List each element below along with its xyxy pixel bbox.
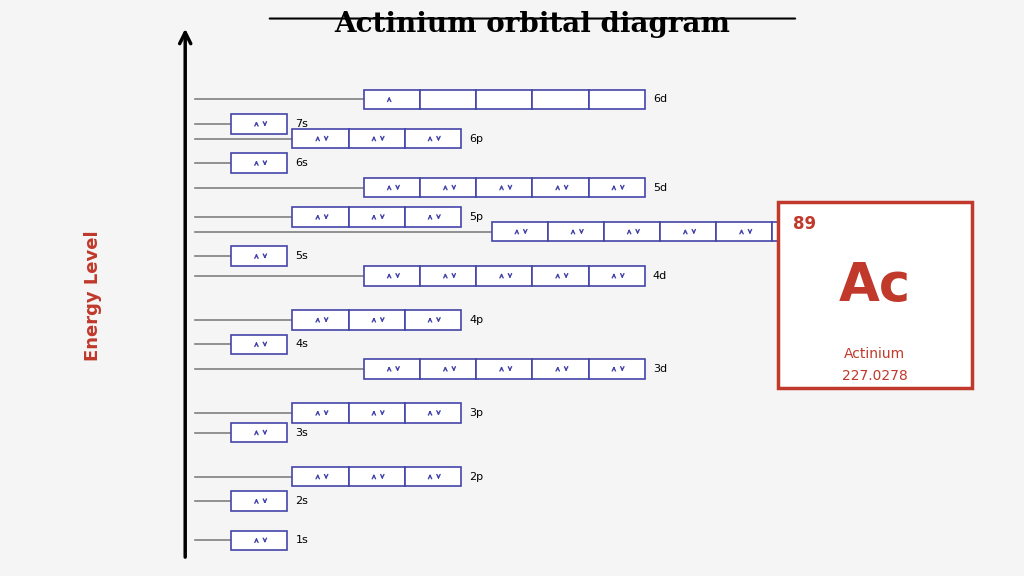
FancyBboxPatch shape: [532, 90, 589, 109]
FancyBboxPatch shape: [420, 359, 476, 378]
Text: 6d: 6d: [653, 94, 667, 104]
FancyBboxPatch shape: [293, 310, 348, 329]
FancyBboxPatch shape: [293, 207, 348, 227]
Text: 3p: 3p: [469, 408, 483, 418]
FancyBboxPatch shape: [231, 335, 288, 354]
Text: 2p: 2p: [469, 472, 483, 482]
FancyBboxPatch shape: [589, 178, 645, 198]
Text: Energy Level: Energy Level: [84, 230, 102, 361]
FancyBboxPatch shape: [604, 222, 660, 241]
Text: 5s: 5s: [296, 251, 308, 261]
Text: 6s: 6s: [296, 158, 308, 168]
FancyBboxPatch shape: [589, 266, 645, 286]
Text: 4s: 4s: [296, 339, 308, 349]
FancyBboxPatch shape: [404, 207, 461, 227]
FancyBboxPatch shape: [404, 403, 461, 423]
FancyBboxPatch shape: [420, 90, 476, 109]
Text: 4p: 4p: [469, 315, 483, 325]
FancyBboxPatch shape: [231, 530, 288, 550]
FancyBboxPatch shape: [777, 202, 972, 388]
FancyBboxPatch shape: [404, 129, 461, 149]
FancyBboxPatch shape: [348, 403, 404, 423]
FancyBboxPatch shape: [589, 90, 645, 109]
FancyBboxPatch shape: [420, 266, 476, 286]
Text: 3s: 3s: [296, 427, 308, 438]
Text: 3d: 3d: [653, 364, 667, 374]
FancyBboxPatch shape: [772, 222, 828, 241]
Text: 2s: 2s: [296, 496, 308, 506]
FancyBboxPatch shape: [348, 310, 404, 329]
FancyBboxPatch shape: [293, 129, 348, 149]
FancyBboxPatch shape: [532, 266, 589, 286]
Text: 4f: 4f: [893, 227, 904, 237]
FancyBboxPatch shape: [293, 403, 348, 423]
FancyBboxPatch shape: [828, 222, 885, 241]
FancyBboxPatch shape: [231, 114, 288, 134]
FancyBboxPatch shape: [476, 178, 532, 198]
Text: 4d: 4d: [653, 271, 668, 281]
FancyBboxPatch shape: [231, 153, 288, 173]
FancyBboxPatch shape: [404, 467, 461, 486]
Text: Ac: Ac: [839, 260, 910, 312]
Text: Actinium: Actinium: [844, 347, 905, 361]
FancyBboxPatch shape: [476, 90, 532, 109]
Text: 5d: 5d: [653, 183, 667, 192]
FancyBboxPatch shape: [231, 423, 288, 442]
FancyBboxPatch shape: [476, 266, 532, 286]
FancyBboxPatch shape: [589, 359, 645, 378]
FancyBboxPatch shape: [293, 467, 348, 486]
FancyBboxPatch shape: [532, 178, 589, 198]
FancyBboxPatch shape: [660, 222, 716, 241]
FancyBboxPatch shape: [364, 90, 420, 109]
FancyBboxPatch shape: [231, 247, 288, 266]
Text: 5p: 5p: [469, 212, 483, 222]
FancyBboxPatch shape: [548, 222, 604, 241]
Text: 89: 89: [793, 214, 816, 233]
Text: 227.0278: 227.0278: [842, 369, 907, 383]
FancyBboxPatch shape: [348, 207, 404, 227]
FancyBboxPatch shape: [231, 491, 288, 511]
FancyBboxPatch shape: [364, 359, 420, 378]
Text: 7s: 7s: [296, 119, 308, 129]
FancyBboxPatch shape: [404, 310, 461, 329]
FancyBboxPatch shape: [348, 467, 404, 486]
FancyBboxPatch shape: [476, 359, 532, 378]
FancyBboxPatch shape: [716, 222, 772, 241]
FancyBboxPatch shape: [420, 178, 476, 198]
Text: Actinium orbital diagram: Actinium orbital diagram: [335, 11, 730, 38]
FancyBboxPatch shape: [348, 129, 404, 149]
FancyBboxPatch shape: [492, 222, 548, 241]
Text: 1s: 1s: [296, 535, 308, 545]
Text: 6p: 6p: [469, 134, 483, 143]
FancyBboxPatch shape: [364, 178, 420, 198]
FancyBboxPatch shape: [532, 359, 589, 378]
FancyBboxPatch shape: [364, 266, 420, 286]
